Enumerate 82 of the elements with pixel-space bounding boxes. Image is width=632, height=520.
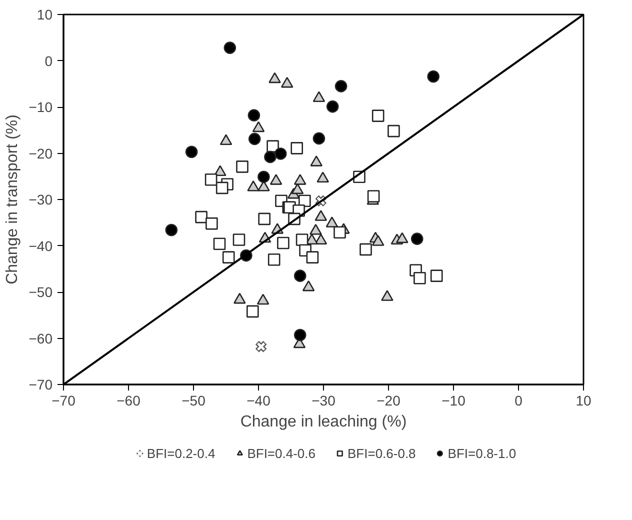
x-tick-label: −40 (246, 392, 271, 408)
point (214, 165, 226, 176)
point (246, 305, 259, 318)
point (381, 290, 394, 301)
legend-label: BFI=0.4-0.6 (247, 446, 316, 460)
point (326, 216, 338, 228)
point (222, 251, 235, 264)
point (367, 190, 380, 202)
y-axis-title: Change in transport (%) (4, 114, 21, 284)
y-tick-label: −10 (28, 99, 53, 115)
y-tick-label: −50 (28, 284, 53, 300)
x-tick-label: −10 (442, 392, 466, 408)
point (290, 142, 303, 154)
point (310, 156, 322, 166)
point (316, 172, 329, 183)
point (185, 146, 198, 158)
point (294, 174, 306, 185)
point (256, 294, 270, 305)
point (334, 80, 348, 92)
point (216, 182, 228, 194)
point (224, 42, 236, 54)
legend-label: BFI=0.6-0.8 (348, 446, 416, 460)
y-tick-label: −40 (28, 238, 53, 254)
point (213, 238, 226, 250)
point (372, 235, 384, 246)
x-tick-label: 10 (576, 392, 592, 408)
point (427, 70, 440, 83)
point (388, 124, 400, 138)
point (206, 217, 218, 230)
point (314, 210, 328, 221)
point (372, 110, 384, 122)
point (334, 226, 346, 238)
point (306, 251, 319, 264)
point (274, 148, 287, 160)
point (326, 100, 339, 113)
point (195, 210, 208, 224)
point (258, 212, 270, 226)
point (248, 132, 261, 146)
y-tick-label: 10 (36, 6, 53, 22)
point (270, 174, 282, 185)
point (302, 280, 315, 292)
point (280, 76, 294, 88)
y-tick-label: −30 (28, 192, 53, 208)
legend-label: BFI=0.2-0.4 (146, 446, 216, 460)
point (268, 72, 281, 84)
point (236, 160, 248, 173)
point (294, 270, 306, 282)
x-axis-title: Change in leaching (%) (240, 414, 407, 430)
point (396, 232, 408, 244)
x-tick-label: −60 (116, 392, 141, 408)
x-tick-label: 0 (514, 392, 523, 408)
x-tick-label: −50 (182, 392, 206, 408)
point (204, 173, 218, 186)
point (310, 224, 322, 235)
x-tick-label: −20 (376, 392, 401, 408)
legend-label: BFI=0.8-1.0 (448, 446, 516, 460)
x-tick-label: −70 (52, 392, 76, 408)
y-tick-label: 0 (44, 52, 53, 69)
point (268, 253, 280, 266)
point (414, 272, 426, 284)
point (234, 292, 246, 304)
point (277, 236, 290, 250)
point (220, 134, 232, 146)
point (252, 121, 265, 132)
point (294, 328, 306, 342)
x-tick-label: −30 (312, 392, 336, 408)
point (314, 234, 328, 244)
point (291, 183, 304, 194)
point (258, 170, 270, 183)
y-tick-label: −60 (28, 330, 53, 346)
point (312, 91, 326, 102)
y-tick-label: −20 (28, 145, 53, 162)
point (165, 224, 178, 236)
point (232, 234, 246, 246)
point (264, 150, 276, 164)
y-tick-label: −70 (28, 376, 53, 392)
point (312, 132, 326, 145)
point (247, 180, 260, 192)
point (430, 270, 443, 282)
point (410, 232, 424, 245)
point (360, 243, 372, 256)
point (248, 109, 260, 122)
